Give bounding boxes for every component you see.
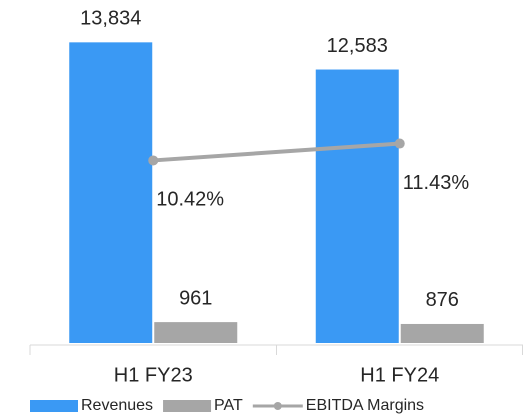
line-marker: [394, 138, 405, 149]
bar: [69, 42, 153, 344]
line: [153, 141, 400, 163]
bar: [400, 323, 484, 343]
x-tick-label: H1 FY24: [360, 364, 439, 386]
bar: [315, 69, 399, 343]
legend-swatch: [30, 400, 78, 412]
data-label: 11.43%: [403, 172, 470, 194]
data-label: 876: [426, 289, 459, 311]
data-label: 10.42%: [156, 189, 224, 211]
legend-swatch: [273, 402, 282, 410]
data-label: 12,583: [327, 35, 388, 57]
legend-label: Revenues: [81, 397, 153, 414]
x-tick-label: H1 FY23: [114, 364, 193, 386]
bar: [154, 322, 238, 343]
legend-label: PAT: [214, 397, 243, 414]
data-label: 13,834: [80, 8, 141, 30]
data-label: 961: [179, 287, 212, 309]
legend-swatch: [163, 400, 212, 412]
line-marker: [148, 155, 159, 166]
legend-label: EBITDA Margins: [306, 397, 424, 414]
